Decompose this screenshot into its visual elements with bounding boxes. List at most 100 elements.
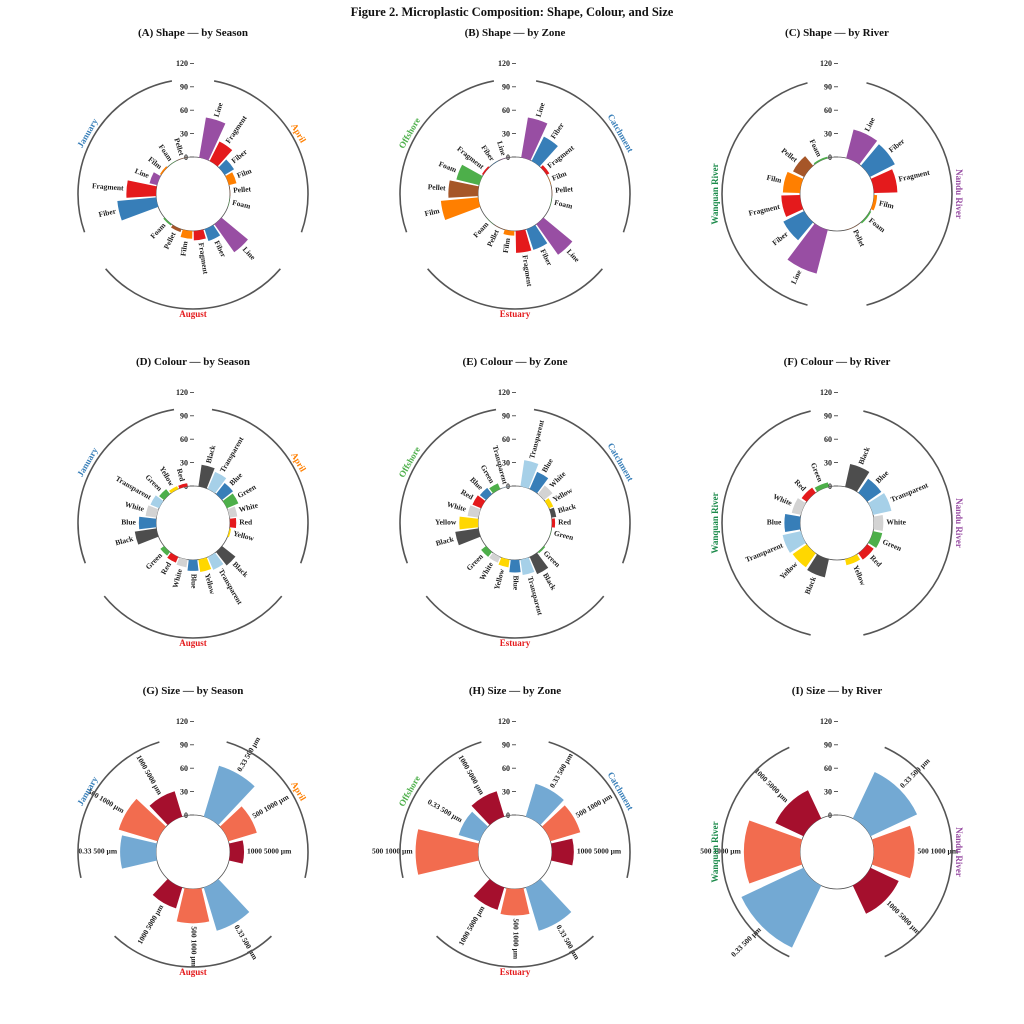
y-tick-label: 90 [502,83,510,92]
inner-circle [799,814,875,890]
y-tick-label: 60 [824,106,832,115]
bar [222,493,239,509]
bar [503,229,515,236]
bar-label: Fragment [898,168,931,184]
bar-label: Yellow [492,567,506,590]
group-arc [884,746,953,958]
bar-label: 0.33 500 µm [554,923,582,962]
y-tick-label: 30 [180,129,188,138]
y-tick-label: 120 [498,59,510,68]
bar [860,210,872,224]
panel-title: (C) Shape — by River [785,27,889,39]
bar-label: Film [146,155,164,172]
y-tick-label: 90 [502,412,510,421]
y-tick-label: 120 [176,388,188,397]
group-arc [105,268,281,310]
bar [152,878,183,909]
bar [537,485,553,501]
bar [481,545,493,557]
group-arc [77,408,175,564]
bar [176,888,210,924]
y-tick-label: 120 [176,59,188,68]
bar-label: Red [239,518,253,527]
bar [787,223,828,274]
group-label: Wanquan River [710,821,720,882]
bar-label: Black [435,534,456,548]
y-tick-label: 30 [180,787,188,796]
bar [525,878,572,931]
bar [868,493,892,515]
bar-label: 0.33 500 µm [729,925,763,959]
y-tick-label: 60 [824,764,832,773]
bar [209,141,233,167]
group-arc [548,741,631,879]
inner-circle [799,156,875,232]
panel-title: (E) Colour — by Zone [463,356,568,368]
bar [782,531,806,553]
group-arc [427,268,603,310]
bar [783,210,814,241]
bar [871,825,915,879]
group-label: Estuary [500,967,531,977]
bar-label: 1000 5000 µm [885,899,923,937]
bar-label: Fiber [538,247,554,267]
bar [225,172,237,186]
bar-label: Transparent [218,435,246,474]
y-tick-label: 60 [180,435,188,444]
bar-label: Red [175,468,187,484]
bar-label: Black [541,571,558,592]
bar-label: Yellow [851,564,868,588]
panel-title: (A) Shape — by Season [138,27,248,39]
bar [549,197,553,208]
bar-label: Black [803,574,819,595]
bar [126,180,157,198]
bar-label: Pellet [555,184,574,194]
bar-label: Fiber [887,136,907,154]
group-arc [436,935,594,968]
bar-label: Blue [468,475,485,492]
y-tick-label: 90 [824,412,832,421]
bar-label: Green [809,461,825,484]
bar-label: Line [789,268,804,286]
bar [149,172,161,186]
bar-label: Fiber [230,147,250,165]
bar [198,557,212,572]
group-label: Nandu River [954,827,964,877]
bar-label: 500 1000 µm [918,847,959,856]
y-tick-label: 90 [824,83,832,92]
bar-label: Fragment [748,202,781,218]
bar-label: Foam [438,159,459,174]
bar [159,489,171,501]
y-tick-label: 30 [824,458,832,467]
bar [160,545,171,556]
bar [471,791,505,826]
bar [138,516,157,530]
bar [145,505,159,518]
bar-label: 500 1000 µm [511,919,520,960]
panel-title: (G) Size — by Season [143,685,244,697]
group-label: April [289,122,308,145]
group-arc [399,408,497,564]
group-arc [721,410,811,636]
bar [870,169,898,194]
bar-label: 1000 5000 µm [577,847,622,856]
bar [782,171,804,194]
group-arc [863,410,953,636]
panel-title: (F) Colour — by River [784,356,891,368]
y-tick-label: 90 [180,741,188,750]
bar [456,164,483,186]
panel-title: (B) Shape — by Zone [465,27,566,39]
bar-label: Pellet [851,228,867,248]
group-arc [213,80,309,233]
bar-label: Green [881,537,904,553]
panel-title: (H) Size — by Zone [469,685,561,697]
panel-b: (B) Shape — by Zone0306090120LineFiberFr… [397,27,636,319]
bar [473,878,505,910]
bar-label: Black [114,534,135,548]
bar [549,507,557,518]
bar [814,482,829,492]
group-arc [425,595,605,639]
panel-e: (E) Colour — by Zone0306090120Transparen… [397,356,636,648]
bar-label: Foam [148,220,168,240]
